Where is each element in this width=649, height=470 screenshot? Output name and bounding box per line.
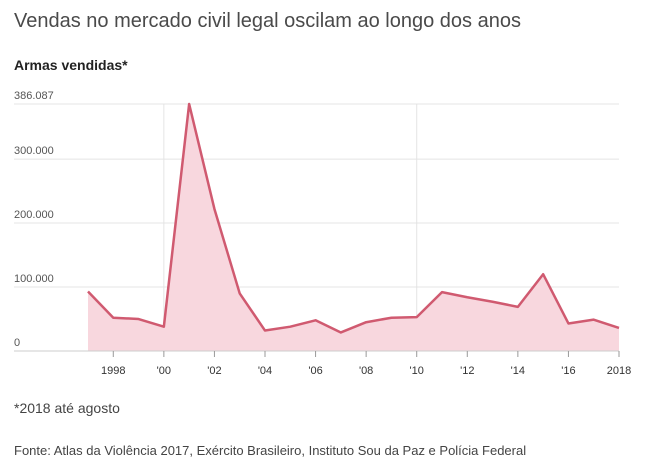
area-series xyxy=(87,102,620,352)
x-tick-label: '02 xyxy=(207,365,221,377)
y-tick-labels: 0 100.000 200.000 300.000 386.087 xyxy=(14,90,54,349)
y-tick-label: 386.087 xyxy=(14,90,54,102)
x-tick-label: '14 xyxy=(511,365,525,377)
area-fill xyxy=(88,104,619,351)
x-tick-label: '08 xyxy=(359,365,373,377)
x-tick-label: '06 xyxy=(308,365,322,377)
series-line xyxy=(87,102,620,334)
x-tick-label: '00 xyxy=(157,365,171,377)
y-tick-label: 100.000 xyxy=(14,273,54,285)
x-tick-label: '12 xyxy=(460,365,474,377)
x-tick-label: '16 xyxy=(561,365,575,377)
x-tick-label: 1998 xyxy=(101,365,125,377)
x-tick-labels: 1998 '00 '02 '04 '06 '08 '10 '12 '14 '16 2018 xyxy=(101,351,631,377)
y-axis-label: Armas vendidas* xyxy=(14,57,128,73)
y-tick-label: 0 xyxy=(14,337,20,349)
x-tick-label: '10 xyxy=(410,365,424,377)
y-tick-label: 300.000 xyxy=(14,145,54,157)
footnote: *2018 até agosto xyxy=(14,400,120,416)
x-tick-label: '04 xyxy=(258,365,272,377)
chart-title: Vendas no mercado civil legal oscilam ao… xyxy=(14,10,521,32)
source-note: Fonte: Atlas da Violência 2017, Exército… xyxy=(14,443,527,458)
x-tick-label: 2018 xyxy=(607,365,631,377)
y-tick-label: 200.000 xyxy=(14,209,54,221)
